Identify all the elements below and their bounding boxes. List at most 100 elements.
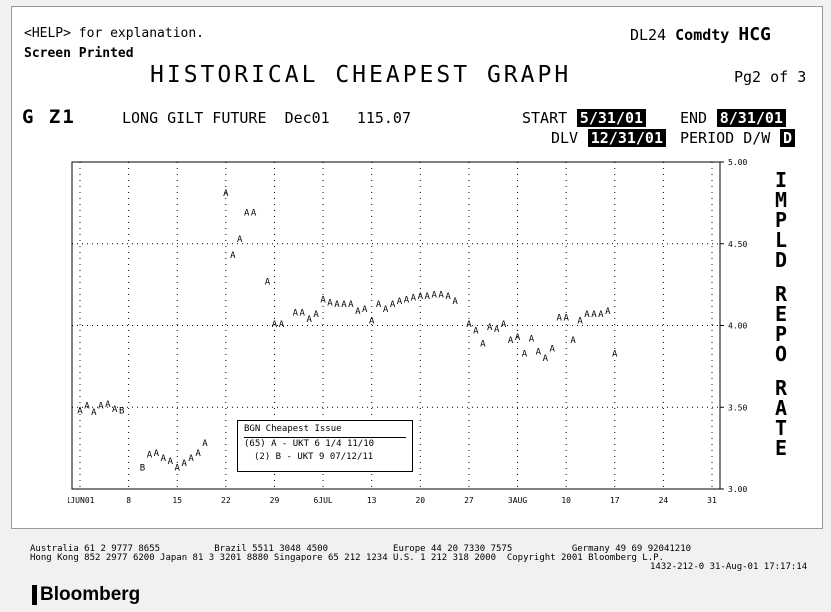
data-point: A [154, 449, 160, 459]
data-point: A [355, 307, 361, 317]
x-tick-label: 24 [659, 496, 669, 505]
data-point: A [577, 317, 583, 327]
data-point: A [272, 320, 278, 330]
legend-title: BGN Cheapest Issue [244, 424, 342, 434]
data-point: A [195, 449, 201, 459]
data-point: A [313, 310, 319, 320]
data-point: A [411, 294, 417, 304]
page-indicator[interactable]: Pg2 of 3 [734, 68, 807, 86]
y-tick-label: 3.50 [728, 403, 747, 412]
data-point: A [168, 457, 174, 467]
start-input[interactable]: 5/31/01 [576, 109, 647, 127]
x-tick-label: 8 [126, 496, 131, 505]
dlv-label: DLV [551, 129, 579, 147]
end-label: END [680, 109, 708, 127]
footer-timestamp: 1432-212-0 31-Aug-01 17:17:14 [650, 562, 808, 572]
data-point: A [404, 295, 410, 305]
data-point: A [390, 300, 396, 310]
instrument-name: LONG GILT FUTURE [122, 109, 267, 127]
data-point: A [418, 292, 424, 302]
data-point: A [487, 323, 493, 333]
data-point: B [119, 407, 124, 417]
data-point: A [84, 402, 90, 412]
x-tick-label: 15 [172, 496, 182, 505]
y-axis-title-letter: R [774, 376, 788, 400]
x-tick-label: 17 [610, 496, 620, 505]
data-point: A [397, 297, 403, 307]
cheapest-graph-chart: 3.00 3.50 4.00 4.50 5.00 1JUN01 8 15 22 29 6JUL 13 2… [68, 158, 747, 505]
data-point: A [591, 310, 597, 320]
data-point: A [452, 297, 458, 307]
data-point: A [306, 315, 312, 325]
dlv-input[interactable]: 12/31/01 [587, 129, 666, 147]
start-field: START 5/31/01 [522, 108, 647, 127]
footer-contacts-1: Australia 61 2 9777 8655 Brazil 5511 304… [30, 544, 692, 554]
y-axis-title-letter: P [774, 208, 788, 232]
end-field: END 8/31/01 [680, 108, 786, 127]
data-point: A [536, 348, 542, 358]
data-point: A [293, 308, 299, 318]
data-point: B [140, 464, 145, 474]
data-point: A [376, 300, 382, 310]
instrument-price: 115.07 [356, 109, 411, 127]
data-point: A [105, 400, 111, 410]
x-tick-label: 22 [221, 496, 231, 505]
data-point: A [556, 313, 562, 323]
x-tick-label: 27 [464, 496, 474, 505]
x-tick-label: 3AUG [508, 496, 527, 505]
data-point: A [112, 405, 118, 415]
period-input[interactable]: D [779, 129, 795, 147]
x-tick-label: 29 [270, 496, 280, 505]
instrument-description: LONG GILT FUTURE Dec01 115.07 [122, 109, 411, 127]
data-point: A [466, 320, 472, 330]
data-point: A [334, 300, 340, 310]
data-point: A [202, 439, 208, 449]
data-point: A [438, 290, 444, 300]
data-point: A [612, 349, 618, 359]
x-tick-label: 20 [415, 496, 425, 505]
security-code: DL24 [630, 26, 667, 44]
data-point: A [584, 310, 590, 320]
x-tick-label: 13 [367, 496, 377, 505]
screen-printed-label: Screen Printed [24, 46, 134, 61]
data-point: A [265, 277, 271, 287]
data-point: A [327, 299, 333, 309]
x-tick-label: 6JUL [313, 496, 332, 505]
bloomberg-logo: Bloomberg [40, 584, 141, 605]
x-tick-label: 10 [561, 496, 571, 505]
data-point: A [515, 333, 521, 343]
data-point: A [605, 307, 611, 317]
x-tick-label: 31 [707, 496, 717, 505]
dlv-field: DLV 12/31/01 [551, 128, 666, 147]
data-point: A [522, 349, 528, 359]
data-point: A [77, 407, 83, 417]
data-point: A [570, 336, 576, 346]
data-point: A [563, 313, 569, 323]
security-type: Comdty [675, 26, 730, 44]
data-point: A [181, 459, 187, 469]
y-axis-title-letter: I [774, 168, 788, 192]
start-label: START [522, 109, 568, 127]
period-label: PERIOD D/W [680, 129, 771, 147]
data-point: A [147, 451, 153, 461]
end-input[interactable]: 8/31/01 [716, 109, 786, 127]
y-axis-title-letter: T [774, 416, 788, 440]
data-point: A [431, 290, 437, 300]
data-point: A [230, 251, 236, 261]
data-point: A [445, 292, 451, 302]
y-axis-title-letter: D [774, 248, 788, 272]
y-axis-title-letter: M [774, 188, 788, 212]
data-point: A [362, 305, 368, 315]
y-axis-title-letter: E [774, 436, 788, 460]
data-point: A [369, 317, 375, 327]
function-code[interactable]: HCG [738, 24, 771, 45]
data-point: A [175, 464, 181, 474]
footer-contacts-2: Hong Kong 852 2977 6200 Japan 81 3 3201 … [30, 553, 664, 563]
data-point: A [501, 320, 507, 330]
data-point: A [98, 402, 104, 412]
data-point: A [91, 408, 97, 418]
data-point: A [550, 344, 556, 354]
